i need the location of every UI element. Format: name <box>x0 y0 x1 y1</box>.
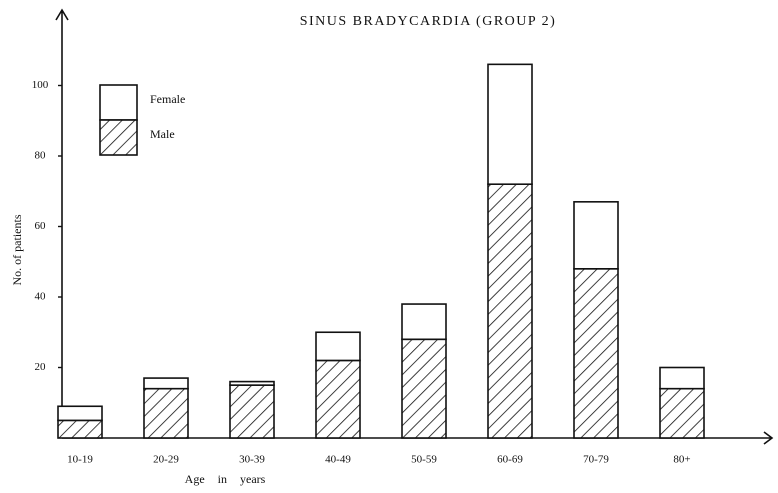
bar-segment <box>315 331 361 362</box>
bar-segment <box>401 303 447 341</box>
y-tick-label: 80 <box>35 150 47 162</box>
x-tick-label: 40-49 <box>325 454 351 466</box>
legend-label: Female <box>150 92 185 106</box>
x-tick-label: 10-19 <box>67 454 93 466</box>
y-tick-label: 40 <box>35 291 47 303</box>
bar-segment <box>57 419 103 439</box>
legend-swatch <box>99 119 138 156</box>
bar-segment <box>229 384 275 439</box>
y-axis <box>55 8 69 438</box>
chart-title: SINUS BRADYCARDIA (GROUP 2) <box>300 14 557 29</box>
x-tick-label: 30-39 <box>239 454 265 466</box>
bar-segment <box>659 387 705 439</box>
y-axis-label: No. of patients <box>10 214 24 285</box>
bar-segment <box>57 405 103 422</box>
bar-segment <box>659 366 705 390</box>
y-tick-label: 20 <box>35 361 47 373</box>
legend-label: Male <box>150 127 175 141</box>
bar-segment <box>143 387 189 439</box>
bar-segment <box>487 183 533 439</box>
x-tick-label: 80+ <box>673 454 690 466</box>
bar-segment <box>573 267 619 439</box>
bar-segment <box>143 377 189 390</box>
bar-segment <box>487 63 533 185</box>
x-tick-label: 20-29 <box>153 454 179 466</box>
x-tick-label: 50-59 <box>411 454 437 466</box>
y-tick-label: 100 <box>32 79 49 91</box>
bar-segment <box>315 359 361 439</box>
x-tick-label: 60-69 <box>497 454 523 466</box>
x-tick-label: 70-79 <box>583 454 609 466</box>
x-axis-label: Age in years <box>185 472 266 486</box>
bar-segment <box>229 380 275 386</box>
bar-segment <box>573 201 619 270</box>
y-tick-label: 60 <box>35 220 47 232</box>
legend-swatch <box>99 84 138 121</box>
bar-segment <box>401 338 447 439</box>
